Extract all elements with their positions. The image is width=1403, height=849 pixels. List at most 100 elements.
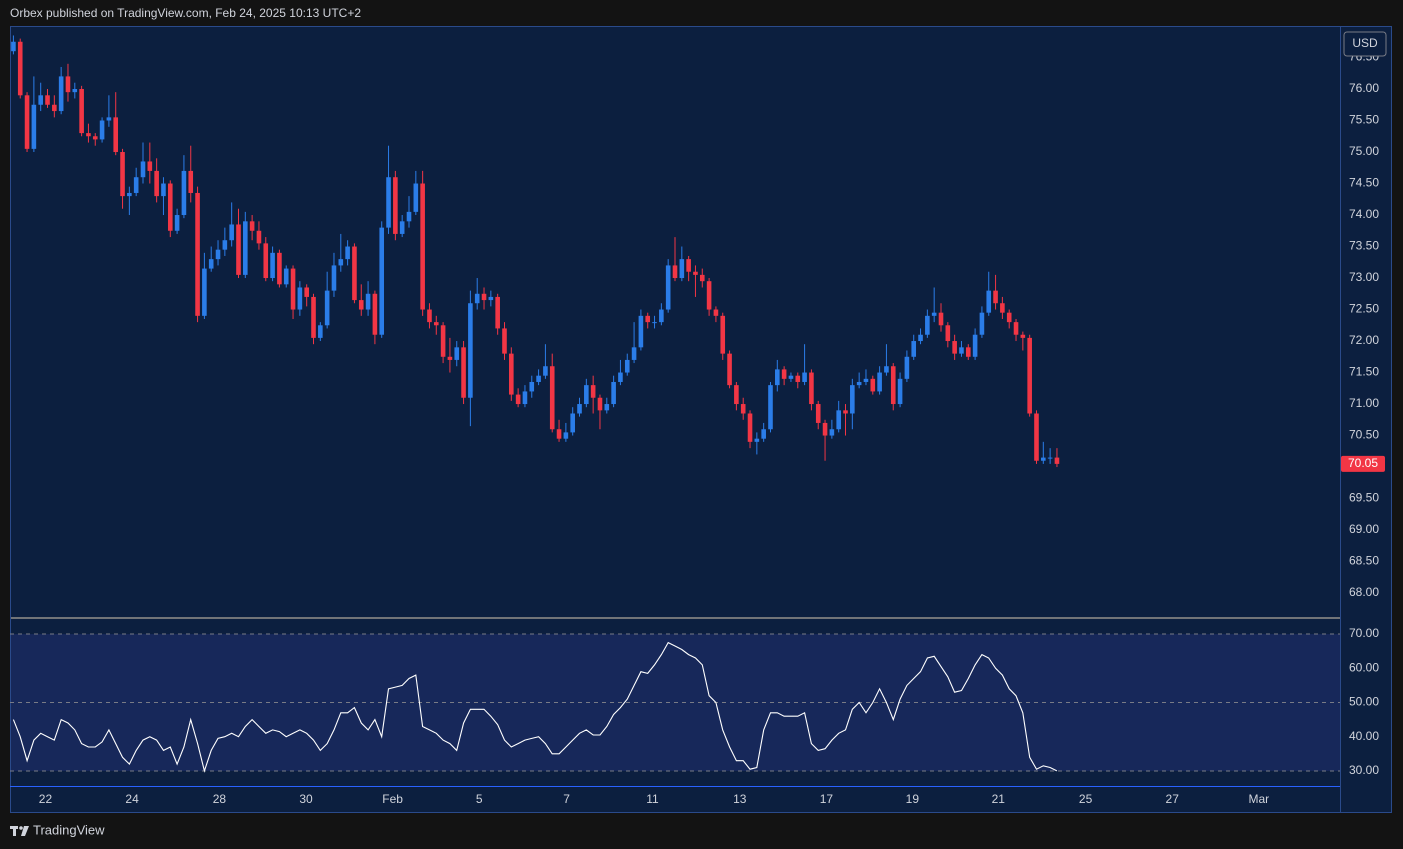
candle-body	[474, 293, 480, 304]
candle-body	[734, 385, 739, 405]
candle-body	[440, 325, 446, 357]
candle-body	[890, 366, 896, 405]
currency-label: USD	[1352, 36, 1378, 50]
candle-body	[86, 133, 91, 137]
x-tick-label: 25	[1079, 792, 1093, 806]
candle-body	[679, 259, 685, 279]
candle-body	[133, 177, 139, 193]
y-tick-label: 40.00	[1349, 729, 1379, 743]
candle-body	[495, 296, 500, 329]
candle-body	[720, 315, 726, 354]
candle-body	[529, 381, 535, 392]
candle-body	[563, 432, 569, 439]
candle-body	[624, 359, 630, 373]
candle-body	[379, 227, 385, 335]
candle-body	[809, 372, 814, 405]
y-tick-label: 69.00	[1349, 522, 1379, 536]
candle-body	[665, 265, 671, 310]
candle-body	[850, 385, 855, 414]
candle-body	[515, 394, 521, 405]
candle-body	[352, 246, 357, 301]
candle-body	[127, 192, 132, 197]
x-tick-label: Mar	[1249, 792, 1270, 806]
candle-body	[543, 366, 548, 376]
candle-body	[597, 397, 603, 411]
candle-body	[188, 170, 194, 193]
candle-body	[31, 104, 37, 149]
candle-body	[631, 347, 637, 360]
y-tick-label: 74.00	[1349, 207, 1379, 221]
candle-body	[454, 347, 460, 360]
y-tick-label: 72.00	[1349, 333, 1379, 347]
y-tick-label: 73.50	[1349, 239, 1379, 253]
y-tick-label: 71.50	[1349, 365, 1379, 379]
y-tick-label: 74.50	[1349, 176, 1379, 190]
candle-body	[1020, 334, 1026, 338]
x-tick-label: 17	[820, 792, 834, 806]
x-tick-label: 28	[213, 792, 227, 806]
candle-body	[140, 161, 146, 178]
candle-body	[427, 309, 432, 323]
x-tick-label: 21	[992, 792, 1006, 806]
candle-body	[243, 221, 248, 275]
y-tick-label: 75.50	[1349, 113, 1379, 127]
candle-body	[952, 341, 957, 354]
candle-body	[420, 183, 425, 310]
logo-part	[13, 826, 16, 836]
candle-body	[488, 296, 494, 301]
candle-body	[829, 429, 835, 436]
candle-body	[925, 315, 930, 335]
candle-body	[215, 249, 221, 260]
rsi-line	[12, 641, 1058, 773]
candle-body	[331, 265, 337, 291]
candle-body	[836, 410, 841, 430]
candle-body	[270, 252, 275, 279]
x-tick-label: 27	[1166, 792, 1180, 806]
candle-body	[604, 404, 610, 411]
candle-body	[386, 177, 391, 228]
frame	[10, 26, 1392, 813]
candle-body	[433, 322, 439, 326]
candle-body	[822, 422, 828, 436]
candle-body	[611, 381, 616, 405]
brand: TradingView	[10, 822, 105, 837]
candle-body	[17, 41, 23, 96]
candle-body	[802, 372, 807, 382]
candle-body	[447, 356, 453, 360]
candle-body	[775, 369, 780, 386]
x-tick-label: Feb	[382, 792, 403, 806]
candle-body	[693, 271, 698, 275]
candle-body	[768, 385, 773, 430]
y-tick-label: 76.00	[1349, 81, 1379, 95]
candle-body	[72, 89, 78, 93]
candle-body	[652, 322, 657, 324]
candle-body	[481, 293, 487, 301]
candle-body	[65, 76, 71, 93]
candle-body	[263, 243, 269, 279]
candle-body	[754, 438, 760, 442]
candle-body	[965, 347, 971, 357]
candle-body	[645, 315, 651, 323]
candle-body	[795, 375, 801, 382]
y-tick-label: 68.50	[1349, 554, 1379, 568]
candle-body	[570, 413, 575, 433]
candle-body	[843, 410, 848, 414]
candle-body	[659, 309, 664, 323]
candle-body	[584, 385, 589, 405]
candle-body	[399, 221, 405, 234]
candle-body	[911, 341, 917, 357]
candle-body	[979, 312, 985, 335]
header-text: Orbex published on TradingView.com, Feb …	[10, 6, 361, 20]
candle-body	[863, 378, 869, 382]
candle-body	[167, 183, 173, 231]
candle-body	[358, 300, 364, 310]
candle-body	[256, 230, 262, 244]
candle-body	[556, 429, 562, 439]
brand-name: TradingView	[33, 822, 105, 837]
candle-body	[747, 413, 753, 442]
candle-body	[79, 89, 84, 134]
candle-body	[283, 268, 289, 285]
candle-body	[1054, 457, 1060, 464]
candle-body	[699, 274, 705, 282]
